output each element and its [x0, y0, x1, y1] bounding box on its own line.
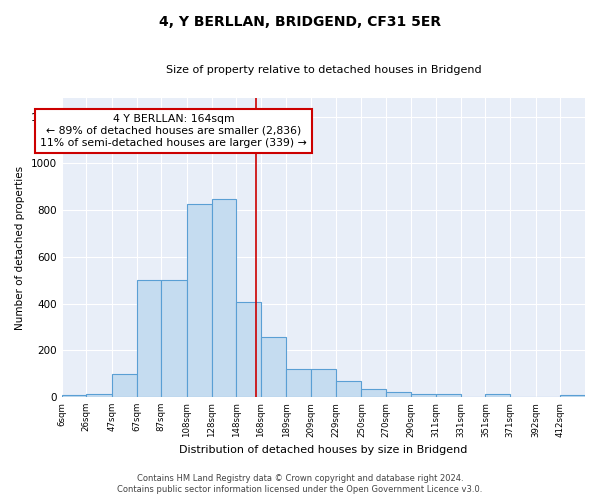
- Bar: [236, 302, 260, 397]
- Text: 4 Y BERLLAN: 164sqm
← 89% of detached houses are smaller (2,836)
11% of semi-det: 4 Y BERLLAN: 164sqm ← 89% of detached ho…: [40, 114, 307, 148]
- Bar: [485, 394, 510, 397]
- Bar: [260, 338, 286, 397]
- Bar: [311, 369, 335, 397]
- Bar: [335, 381, 361, 397]
- Text: Contains HM Land Registry data © Crown copyright and database right 2024.
Contai: Contains HM Land Registry data © Crown c…: [118, 474, 482, 494]
- Title: Size of property relative to detached houses in Bridgend: Size of property relative to detached ho…: [166, 65, 481, 75]
- Bar: [386, 392, 410, 397]
- Bar: [137, 280, 161, 397]
- Bar: [161, 280, 187, 397]
- X-axis label: Distribution of detached houses by size in Bridgend: Distribution of detached houses by size …: [179, 445, 467, 455]
- Y-axis label: Number of detached properties: Number of detached properties: [15, 166, 25, 330]
- Bar: [187, 204, 212, 397]
- Bar: [560, 394, 585, 397]
- Bar: [86, 394, 112, 397]
- Text: 4, Y BERLLAN, BRIDGEND, CF31 5ER: 4, Y BERLLAN, BRIDGEND, CF31 5ER: [159, 15, 441, 29]
- Bar: [112, 374, 137, 397]
- Bar: [410, 394, 436, 397]
- Bar: [361, 389, 386, 397]
- Bar: [286, 369, 311, 397]
- Bar: [436, 394, 461, 397]
- Bar: [62, 394, 86, 397]
- Bar: [212, 199, 236, 397]
